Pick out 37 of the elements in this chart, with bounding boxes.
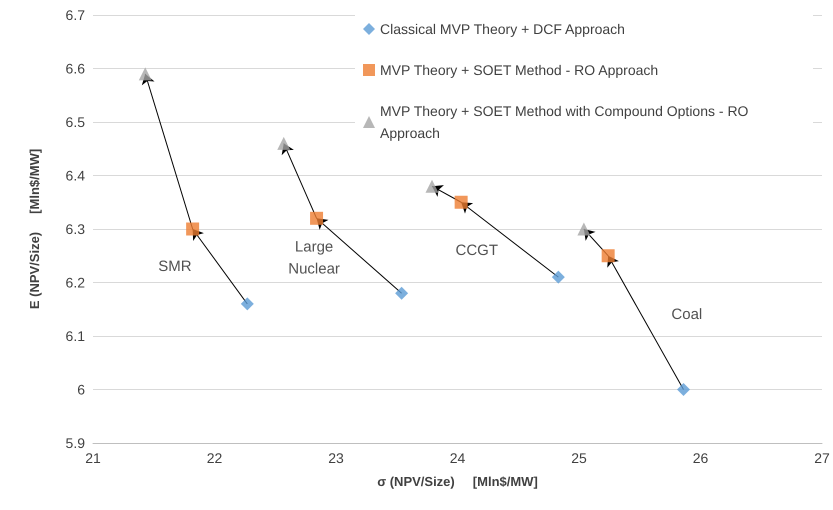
x-axis-title: σ (NPV/Size) [Mln$/MW] bbox=[377, 474, 538, 489]
point bbox=[454, 196, 468, 209]
x-tick-label: 26 bbox=[692, 450, 708, 466]
legend-label: Classical MVP Theory + DCF Approach bbox=[380, 21, 625, 37]
x-tick-label: 25 bbox=[571, 450, 587, 466]
point bbox=[676, 383, 690, 396]
annotation: SMR bbox=[158, 258, 192, 275]
y-tick-label: 6.7 bbox=[66, 7, 86, 23]
y-tick-label: 6.1 bbox=[66, 328, 86, 344]
y-tick-label: 6.6 bbox=[66, 60, 86, 76]
y-tick-label: 6.5 bbox=[66, 114, 86, 130]
x-tick-label: 23 bbox=[328, 450, 344, 466]
y-tick-label: 5.9 bbox=[66, 435, 86, 451]
y-tick-label: 6.2 bbox=[66, 274, 86, 290]
legend-label: MVP Theory + SOET Method - RO Approach bbox=[380, 62, 658, 78]
point bbox=[577, 222, 590, 236]
y-axis-title: E (NPV/Size) [Mln$/MW] bbox=[27, 148, 42, 310]
x-tick-label: 24 bbox=[450, 450, 466, 466]
y-tick-label: 6 bbox=[77, 382, 86, 398]
x-tick-label: 21 bbox=[85, 450, 101, 466]
point bbox=[277, 136, 290, 150]
x-tick-label: 22 bbox=[206, 450, 222, 466]
annotation: CCGT bbox=[455, 242, 498, 260]
y-tick-label: 6.4 bbox=[66, 168, 86, 184]
point bbox=[186, 222, 200, 236]
point bbox=[395, 286, 408, 300]
y-tick-label: 6.3 bbox=[66, 221, 86, 237]
legend-label: MVP Theory + SOET Method with Compound Options - RO Approach bbox=[380, 103, 752, 141]
x-tick-label: 27 bbox=[814, 450, 830, 466]
point bbox=[425, 180, 438, 193]
point bbox=[310, 212, 324, 225]
point bbox=[138, 67, 152, 80]
annotation: Large Nuclear bbox=[288, 238, 340, 278]
point bbox=[552, 270, 565, 284]
point bbox=[602, 249, 615, 262]
annotation: Coal bbox=[671, 306, 702, 324]
point bbox=[240, 297, 254, 310]
